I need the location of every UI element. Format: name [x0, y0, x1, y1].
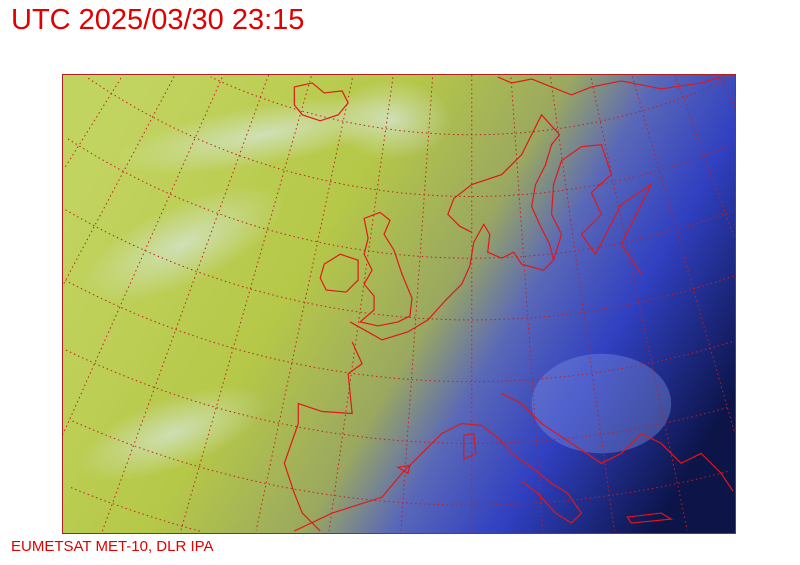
coast-britain — [358, 211, 413, 327]
coast-iberia — [283, 341, 363, 532]
data-credit: EUMETSAT MET-10, DLR IPA — [11, 538, 214, 555]
parallel-line — [210, 76, 734, 136]
meridian-line — [101, 75, 270, 532]
meridian-line — [590, 78, 688, 531]
parallel-line — [69, 419, 728, 506]
coast-france-med — [294, 422, 501, 532]
meridian-line — [179, 76, 312, 533]
parallel-line — [86, 76, 733, 197]
meridian-line — [63, 76, 175, 285]
parallel-line — [65, 349, 728, 444]
meridian-line — [550, 77, 615, 532]
coast-continent — [349, 113, 561, 341]
coast-crete — [626, 512, 674, 524]
parallel-line — [69, 486, 200, 532]
satellite-map — [62, 74, 736, 534]
lat-lon-grid — [63, 75, 735, 533]
meridian-line — [674, 75, 735, 237]
meridian-line — [631, 76, 735, 433]
timestamp-title: UTC 2025/03/30 23:15 — [11, 4, 305, 36]
coast-sardinia — [463, 432, 477, 461]
meridian-line — [328, 77, 394, 532]
meridian-line — [255, 78, 353, 531]
coast-balearic — [396, 464, 411, 475]
coastlines — [283, 76, 734, 532]
meridian-line — [63, 77, 122, 170]
coast-ireland — [319, 253, 359, 293]
parallel-line — [67, 138, 732, 259]
coast-scandinavia-north — [497, 76, 722, 96]
coast-iceland — [293, 82, 349, 122]
coast-adriatic — [501, 393, 734, 492]
coast-italy — [499, 439, 583, 524]
coast-baltic — [550, 144, 653, 275]
meridian-line — [721, 77, 735, 108]
